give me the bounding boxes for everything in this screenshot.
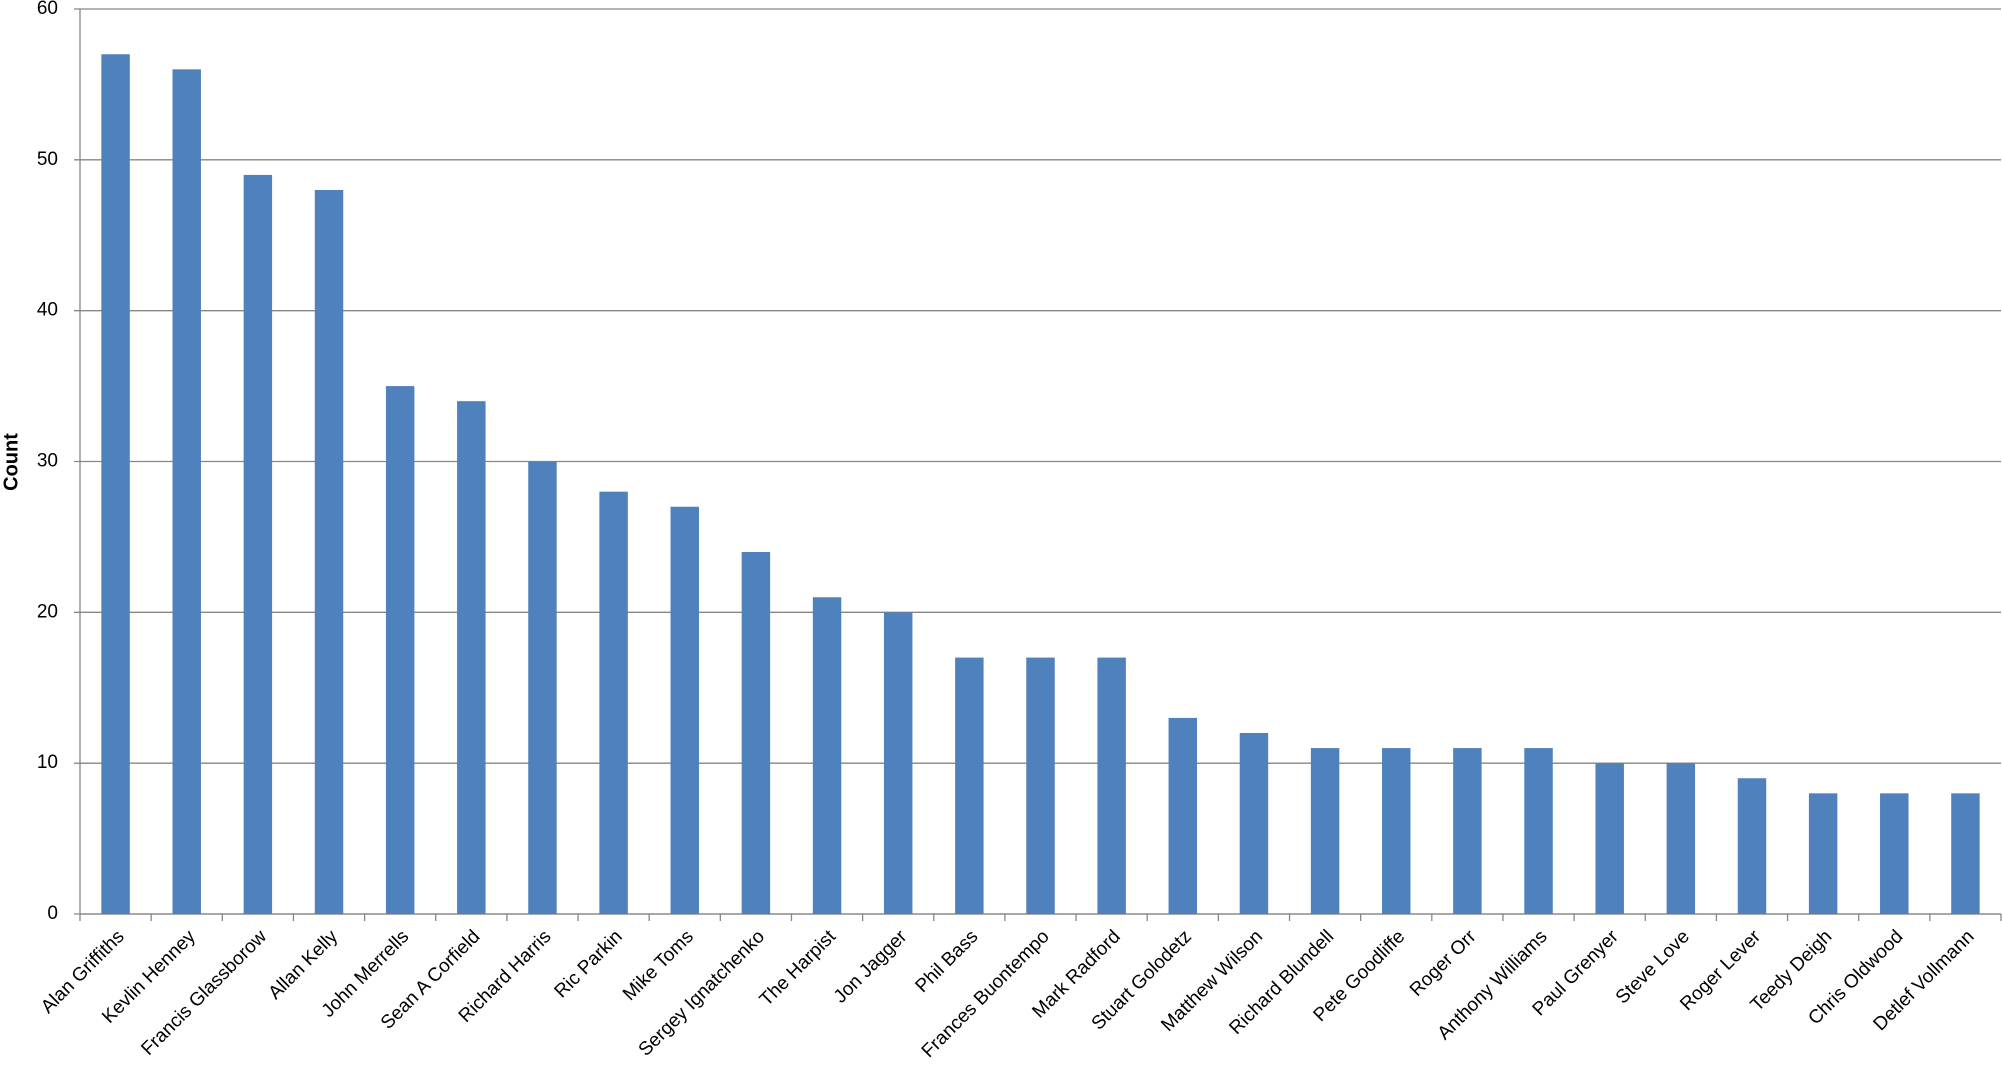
x-tick-label: Roger Orr [1406, 926, 1481, 1001]
bar [883, 612, 913, 914]
bar [1737, 778, 1767, 914]
y-tick-label: 60 [37, 0, 58, 19]
x-tick-label: Allan Kelly [265, 926, 343, 1004]
x-tick-label: Phil Bass [912, 926, 983, 997]
bar [1097, 657, 1126, 914]
bar [172, 69, 201, 915]
bar [1880, 793, 1909, 914]
y-tick-label: 0 [47, 903, 58, 924]
bar [812, 597, 842, 914]
y-tick-label: 20 [37, 601, 58, 622]
x-tick-label: The Harpist [756, 926, 841, 1011]
bar [1239, 733, 1269, 914]
bar [670, 506, 699, 914]
bar [599, 491, 628, 914]
bar [314, 190, 344, 914]
bar [1168, 717, 1198, 914]
y-tick-label: 50 [37, 149, 58, 170]
x-tick-label: Frances Buontempo [918, 926, 1054, 1062]
bar [1951, 793, 1980, 914]
x-tick-label: Ric Parkin [551, 926, 627, 1002]
y-tick-label: 10 [37, 752, 58, 773]
bar [101, 54, 130, 914]
bar [1453, 748, 1482, 914]
bar [243, 174, 273, 914]
bar [385, 386, 415, 914]
bar [1524, 748, 1553, 914]
bar [741, 552, 771, 914]
y-axis-label: Count [0, 433, 22, 491]
x-tick-label: Jon Jagger [830, 926, 912, 1008]
bar [1666, 763, 1696, 914]
bar [1310, 748, 1340, 914]
bar [1595, 763, 1624, 914]
x-tick-label: Francis Glassborow [137, 926, 271, 1060]
bar [1808, 793, 1838, 914]
bar [1026, 657, 1055, 914]
bar [1382, 748, 1411, 914]
bar [955, 657, 984, 914]
bar [528, 461, 557, 914]
x-tick-label: Sergey Ignatchenko [635, 926, 769, 1060]
y-tick-label: 40 [37, 300, 58, 321]
y-tick-label: 30 [37, 451, 58, 472]
bar [457, 401, 486, 915]
